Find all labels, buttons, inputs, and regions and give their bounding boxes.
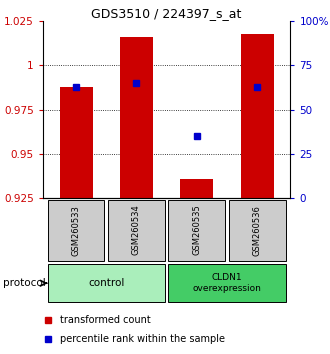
Text: GSM260534: GSM260534 (132, 205, 141, 256)
Text: protocol: protocol (3, 278, 46, 288)
FancyBboxPatch shape (48, 200, 105, 261)
Text: GSM260533: GSM260533 (72, 205, 81, 256)
FancyBboxPatch shape (229, 200, 285, 261)
Bar (180, 179, 214, 198)
Bar (120, 37, 153, 198)
FancyBboxPatch shape (168, 264, 285, 302)
Text: GSM260535: GSM260535 (192, 205, 201, 256)
Text: control: control (88, 278, 124, 288)
Text: transformed count: transformed count (60, 315, 151, 325)
Text: percentile rank within the sample: percentile rank within the sample (60, 333, 225, 344)
FancyBboxPatch shape (48, 264, 165, 302)
FancyBboxPatch shape (108, 200, 165, 261)
Bar (59, 87, 93, 198)
Bar (241, 34, 274, 198)
FancyBboxPatch shape (168, 200, 225, 261)
Text: GSM260536: GSM260536 (253, 205, 262, 256)
Title: GDS3510 / 224397_s_at: GDS3510 / 224397_s_at (91, 7, 242, 20)
Text: CLDN1
overexpression: CLDN1 overexpression (193, 274, 261, 293)
